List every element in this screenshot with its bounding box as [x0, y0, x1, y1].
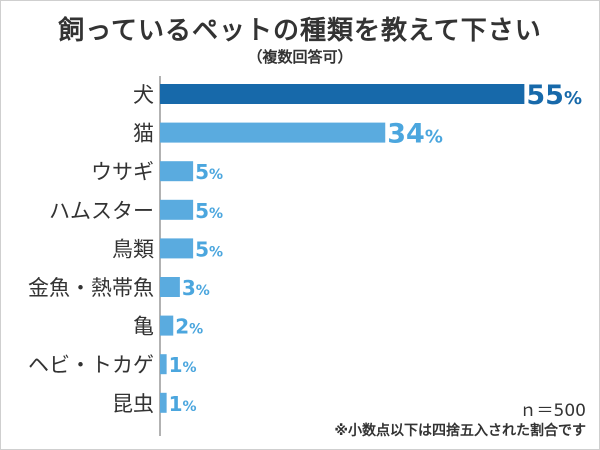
bar	[160, 84, 525, 104]
bar	[160, 238, 194, 259]
bar	[160, 315, 174, 336]
category-label: 犬	[133, 83, 154, 107]
value-label: 34%	[387, 119, 443, 150]
category-label: 亀	[133, 315, 154, 339]
bar	[160, 392, 167, 413]
sample-size: ｎ＝500	[519, 401, 586, 421]
value-label: 5%	[195, 160, 223, 184]
value-label: 5%	[195, 237, 223, 261]
chart-subtitle: （複数回答可）	[247, 48, 353, 66]
value-label: 1%	[169, 392, 197, 416]
value-label: 3%	[182, 276, 210, 300]
value-label: 2%	[175, 315, 203, 339]
bar	[160, 122, 386, 143]
category-label: 金魚・熱帯魚	[28, 276, 154, 300]
chart-title: 飼っているペットの種類を教えて下さい	[58, 16, 542, 46]
category-label: ヘビ・トカゲ	[28, 353, 154, 377]
value-label: 55%	[526, 80, 582, 111]
category-label: ウサギ	[91, 160, 154, 184]
category-label: ハムスター	[49, 199, 154, 223]
value-label: 5%	[195, 199, 223, 223]
category-label: 猫	[133, 122, 154, 146]
category-label: 鳥類	[112, 237, 154, 261]
bar	[160, 161, 194, 182]
bar	[160, 354, 167, 375]
value-label: 1%	[169, 353, 197, 377]
category-label: 昆虫	[112, 392, 154, 416]
rounding-footnote: ※小数点以下は四捨五入された割合です	[334, 423, 586, 439]
bar	[160, 199, 194, 220]
bar	[160, 277, 180, 297]
